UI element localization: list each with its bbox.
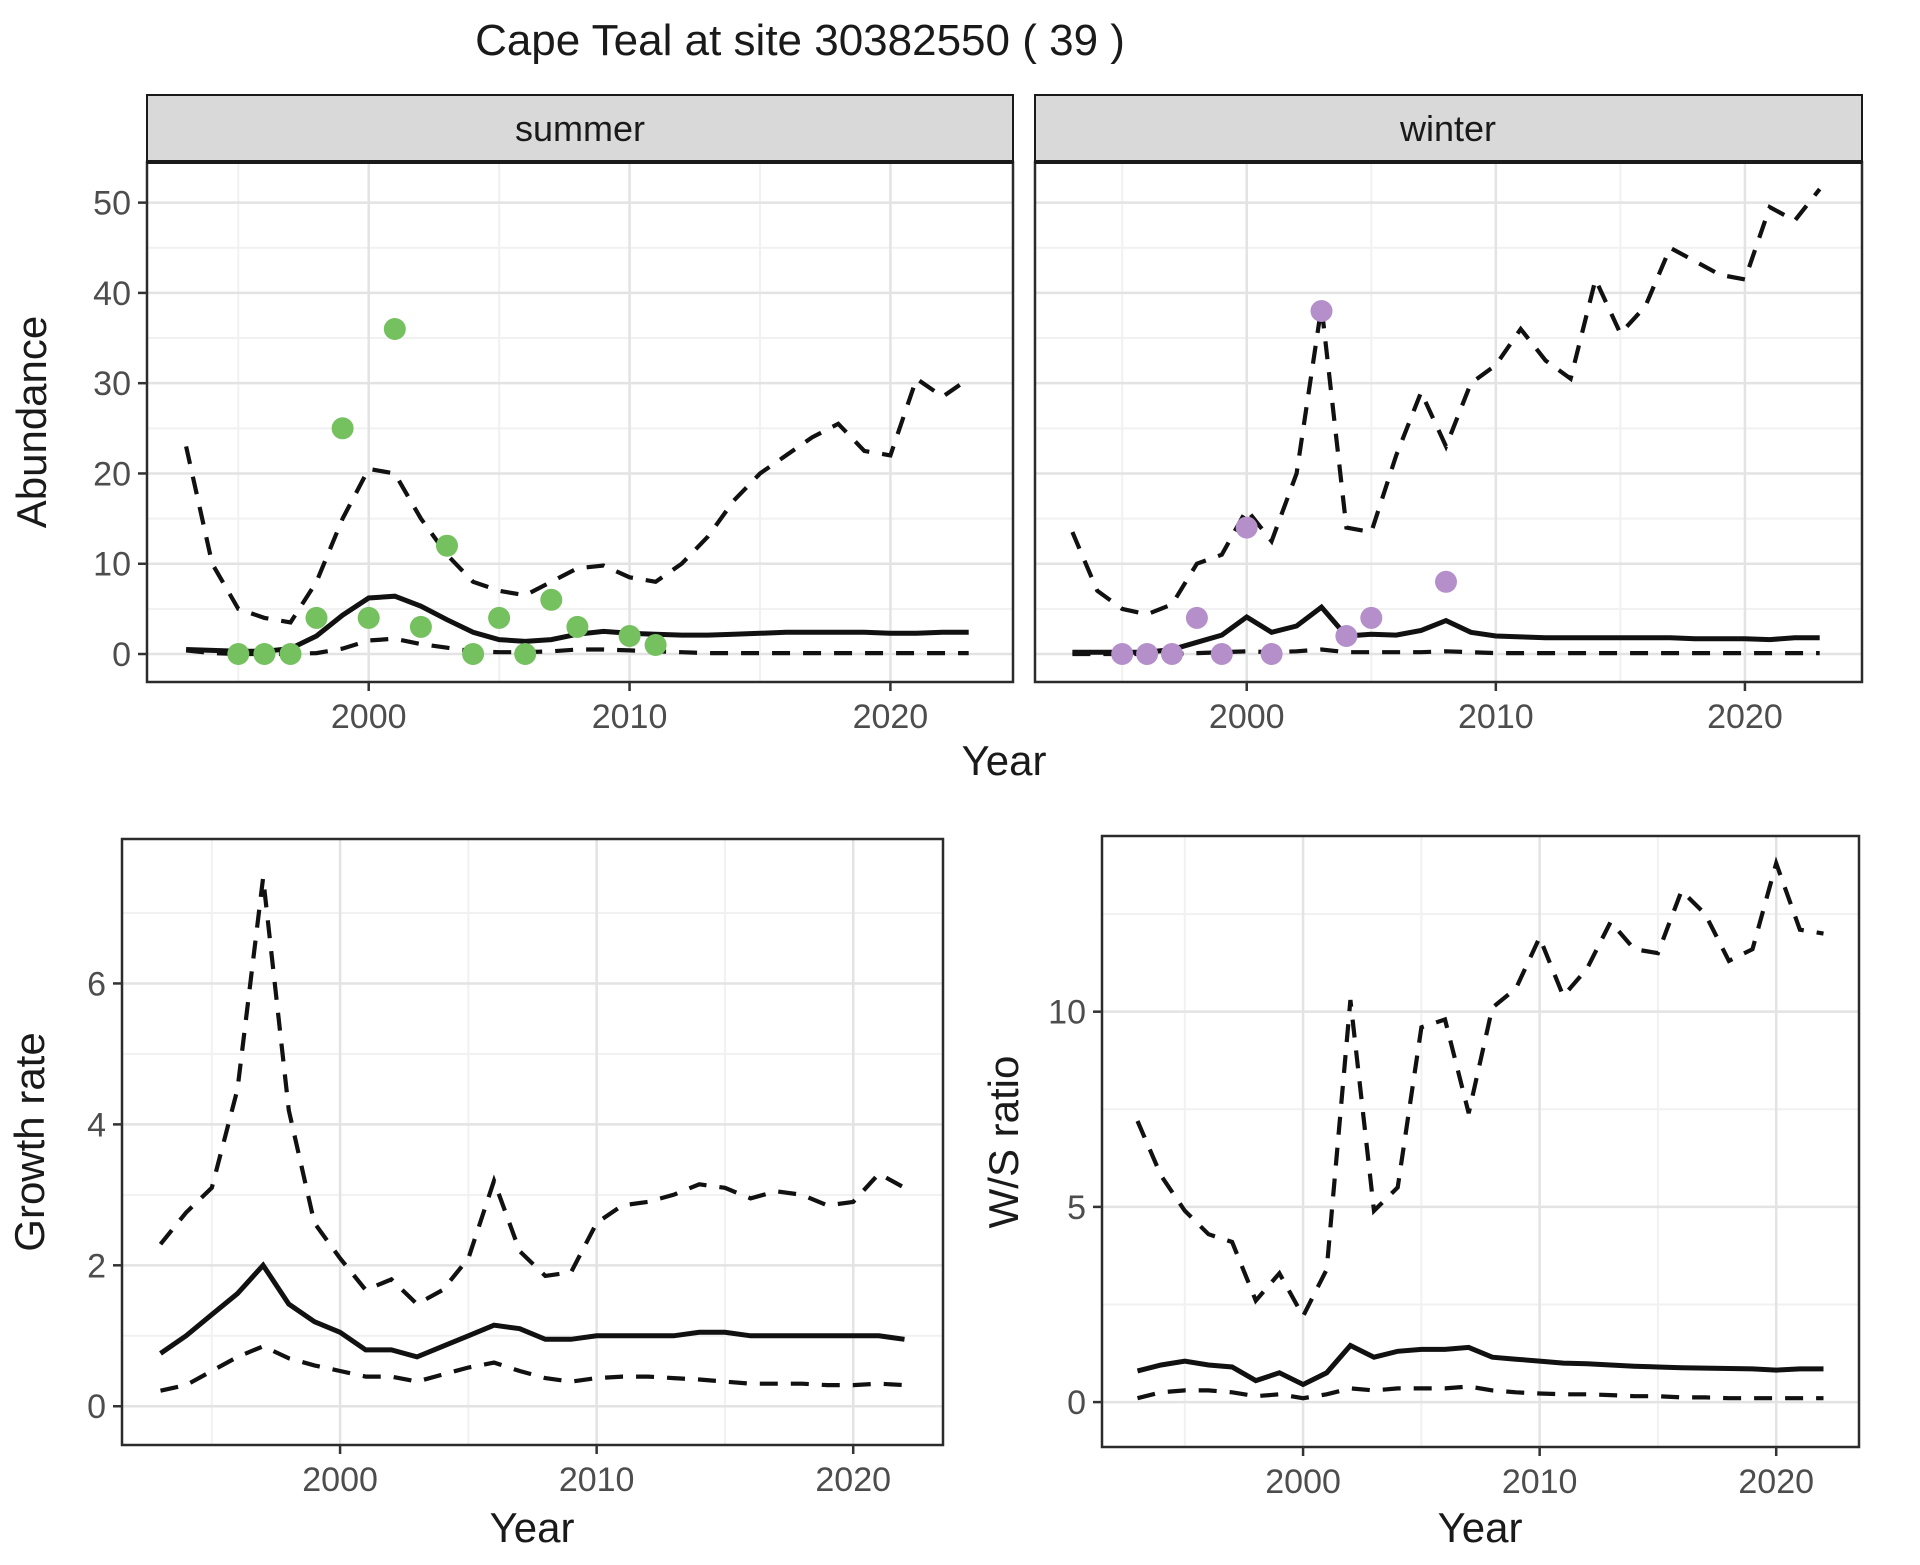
panel-ws-ratio: 2000 2010 2020 0 5 10: [1048, 834, 1861, 1501]
count-point: [227, 643, 250, 665]
x-tick-label: 2010: [1458, 698, 1534, 736]
y-tick-label: 10: [93, 546, 131, 584]
series-lower_ci: [1072, 647, 1820, 657]
x-tick-label: 2020: [1738, 1463, 1814, 1501]
panel-abundance-summer: 2000 2010 2020 0 10 20 30 40 50: [93, 94, 1015, 736]
count-point: [1310, 300, 1333, 322]
panel-abundance-winter: 2000 2010 2020: [1033, 94, 1864, 736]
gridlines: [1102, 836, 1859, 1447]
x-tick-label: 2010: [592, 698, 668, 736]
count-point: [1435, 570, 1457, 593]
series-model_fit: [1136, 1342, 1824, 1388]
y-tick-label: 20: [93, 455, 131, 493]
count-point: [1161, 643, 1183, 665]
y-tick-label: 5: [1067, 1189, 1086, 1227]
axis-ticks: 2000 2010 2020 0 5 10: [1048, 994, 1814, 1501]
count-point: [644, 634, 667, 656]
series-model_fit: [1072, 603, 1820, 655]
y-tick-label: 2: [87, 1247, 106, 1285]
count-point: [1360, 606, 1383, 629]
panel-background: [1102, 836, 1859, 1447]
x-tick-label: 2010: [559, 1461, 635, 1499]
y-tick-label: 40: [93, 275, 131, 313]
count-point: [1210, 643, 1233, 665]
x-tick-label: 2000: [302, 1461, 378, 1499]
count-point: [253, 643, 276, 665]
panel-border: [1100, 834, 1861, 1449]
axis-ticks: 2000 2010 2020: [1209, 682, 1783, 736]
y-tick-label: 10: [1048, 994, 1086, 1032]
y-tick-label: 0: [1067, 1384, 1086, 1422]
series-upper_ci: [1070, 187, 1822, 617]
facet-strip: [1034, 94, 1863, 163]
panel-border: [120, 837, 945, 1447]
count-point: [514, 643, 537, 665]
x-tick-label: 2000: [1209, 698, 1285, 736]
count-point: [436, 534, 458, 557]
axis-ticks: 2000 2010 2020 0 2 4 6: [87, 965, 891, 1499]
facet-strip-label-summer: summer: [515, 108, 645, 149]
panel-background: [147, 162, 1013, 682]
y-tick-label: 0: [112, 636, 131, 674]
panel-growth-rate: 2000 2010 2020 0 2 4 6: [87, 837, 945, 1499]
points-winter-counts: [1111, 300, 1457, 665]
y-tick-label: 0: [87, 1388, 106, 1426]
count-point: [331, 417, 354, 440]
count-point: [540, 588, 563, 611]
count-point: [566, 615, 589, 638]
count-point: [1136, 643, 1159, 665]
series-upper_ci: [1135, 856, 1824, 1321]
x-axis-title-top: Year: [962, 737, 1047, 784]
count-point: [383, 318, 406, 340]
y-axis-title-abundance: Abundance: [8, 316, 55, 529]
count-point: [1111, 643, 1134, 665]
x-tick-label: 2000: [1265, 1463, 1341, 1501]
count-point: [618, 625, 641, 647]
series-lower_ci: [185, 636, 969, 657]
facet-strip: [146, 94, 1014, 163]
count-point: [1235, 516, 1258, 539]
count-point: [305, 606, 328, 629]
count-point: [1335, 625, 1358, 647]
panel-background: [122, 839, 943, 1445]
count-point: [462, 643, 485, 665]
y-tick-label: 50: [93, 185, 131, 223]
plot-title: Cape Teal at site 30382550 ( 39 ): [475, 16, 1125, 65]
count-point: [357, 606, 380, 629]
x-tick-label: 2020: [815, 1461, 891, 1499]
x-axis-title-bottom-right: Year: [1438, 1504, 1523, 1551]
x-tick-label: 2010: [1502, 1463, 1578, 1501]
count-point: [1185, 606, 1208, 629]
y-axis-title-ws-ratio: W/S ratio: [980, 1056, 1027, 1229]
count-point: [488, 606, 511, 629]
x-tick-label: 2020: [853, 698, 929, 736]
axis-ticks: 2000 2010 2020 0 10 20 30 40 50: [93, 185, 928, 736]
panel-background: [1035, 162, 1862, 682]
series-lower_ci: [160, 1344, 905, 1393]
count-point: [279, 643, 302, 665]
series-upper_ci: [158, 877, 906, 1307]
facet-strip-label-winter: winter: [1399, 108, 1496, 149]
points-summer-counts: [227, 318, 667, 665]
series-model_fit: [159, 1261, 905, 1360]
x-axis-title-bottom-left: Year: [490, 1504, 575, 1551]
x-tick-label: 2000: [331, 698, 407, 736]
series-lower_ci: [1136, 1384, 1824, 1401]
y-tick-label: 4: [87, 1106, 106, 1144]
y-tick-label: 6: [87, 965, 106, 1003]
count-point: [1260, 643, 1283, 665]
y-axis-title-growth-rate: Growth rate: [6, 1032, 53, 1251]
series-upper_ci: [184, 375, 970, 625]
count-point: [409, 615, 432, 638]
y-tick-label: 30: [93, 365, 131, 403]
x-tick-label: 2020: [1707, 698, 1783, 736]
